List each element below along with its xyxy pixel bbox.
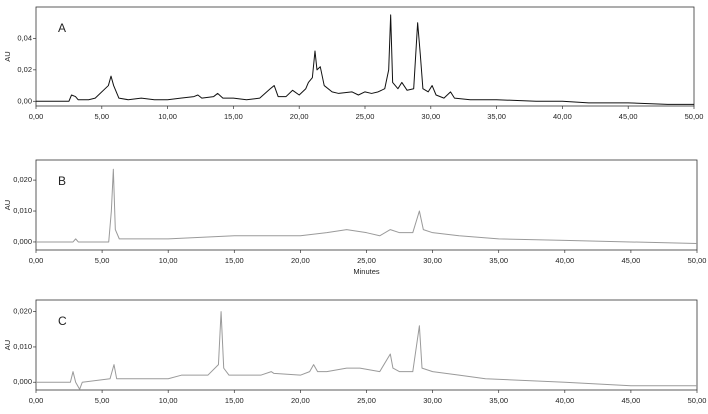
x-tick-label: 10,00: [159, 396, 178, 405]
x-axis-label: Minutes: [353, 267, 380, 276]
x-tick-label: 5,00: [95, 396, 110, 405]
x-tick-label: 45,00: [622, 396, 641, 405]
x-tick-label: 0,00: [29, 396, 44, 405]
x-tick-label: 30,00: [423, 396, 442, 405]
y-tick-label: 0,04: [17, 33, 32, 42]
y-axis-label: AU: [3, 200, 12, 210]
x-tick-label: 25,00: [356, 112, 375, 121]
x-tick-label: 50,00: [685, 112, 704, 121]
x-tick-label: 40,00: [553, 112, 572, 121]
plot-frame: [35, 159, 698, 251]
x-tick-label: 20,00: [290, 112, 309, 121]
plot-frame: [35, 299, 698, 391]
y-tick-label: 0,020: [13, 175, 32, 184]
x-tick-label: 40,00: [555, 396, 574, 405]
x-tick-label: 15,00: [224, 112, 243, 121]
x-tick-label: 30,00: [423, 256, 442, 265]
x-tick-label: 15,00: [225, 256, 244, 265]
x-tick-label: 45,00: [619, 112, 638, 121]
plot-frame: [35, 6, 695, 107]
x-tick-label: 20,00: [291, 396, 310, 405]
trace: [36, 311, 697, 390]
y-tick-label: 0,00: [17, 96, 32, 105]
panel-label: A: [58, 21, 66, 35]
x-tick-label: 25,00: [357, 396, 376, 405]
x-tick-label: 40,00: [555, 256, 574, 265]
y-tick-label: 0,02: [17, 65, 32, 74]
x-tick-label: 0,00: [29, 256, 44, 265]
x-tick-label: 10,00: [159, 256, 178, 265]
panel-label: C: [58, 314, 67, 328]
y-tick-label: 0,010: [13, 206, 32, 215]
trace: [36, 14, 694, 105]
x-tick-label: 35,00: [489, 396, 508, 405]
x-tick-label: 30,00: [421, 112, 440, 121]
x-tick-label: 10,00: [158, 112, 177, 121]
panel-label: B: [58, 174, 66, 188]
x-tick-label: 25,00: [357, 256, 376, 265]
x-tick-label: 45,00: [622, 256, 641, 265]
x-tick-label: 5,00: [94, 112, 109, 121]
trace: [36, 168, 698, 245]
y-axis-label: AU: [3, 51, 12, 61]
x-tick-label: 0,00: [29, 112, 44, 121]
y-tick-label: 0,010: [13, 342, 32, 351]
y-tick-label: 0,000: [13, 237, 32, 246]
x-tick-label: 20,00: [291, 256, 310, 265]
x-tick-label: 35,00: [489, 256, 508, 265]
y-tick-label: 0,000: [13, 377, 32, 386]
x-tick-label: 15,00: [225, 396, 244, 405]
y-tick-label: 0,020: [13, 307, 32, 316]
x-tick-label: 50,00: [688, 396, 707, 405]
x-tick-label: 35,00: [487, 112, 506, 121]
x-tick-label: 50,00: [688, 256, 707, 265]
x-tick-label: 5,00: [95, 256, 110, 265]
y-axis-label: AU: [3, 340, 12, 350]
